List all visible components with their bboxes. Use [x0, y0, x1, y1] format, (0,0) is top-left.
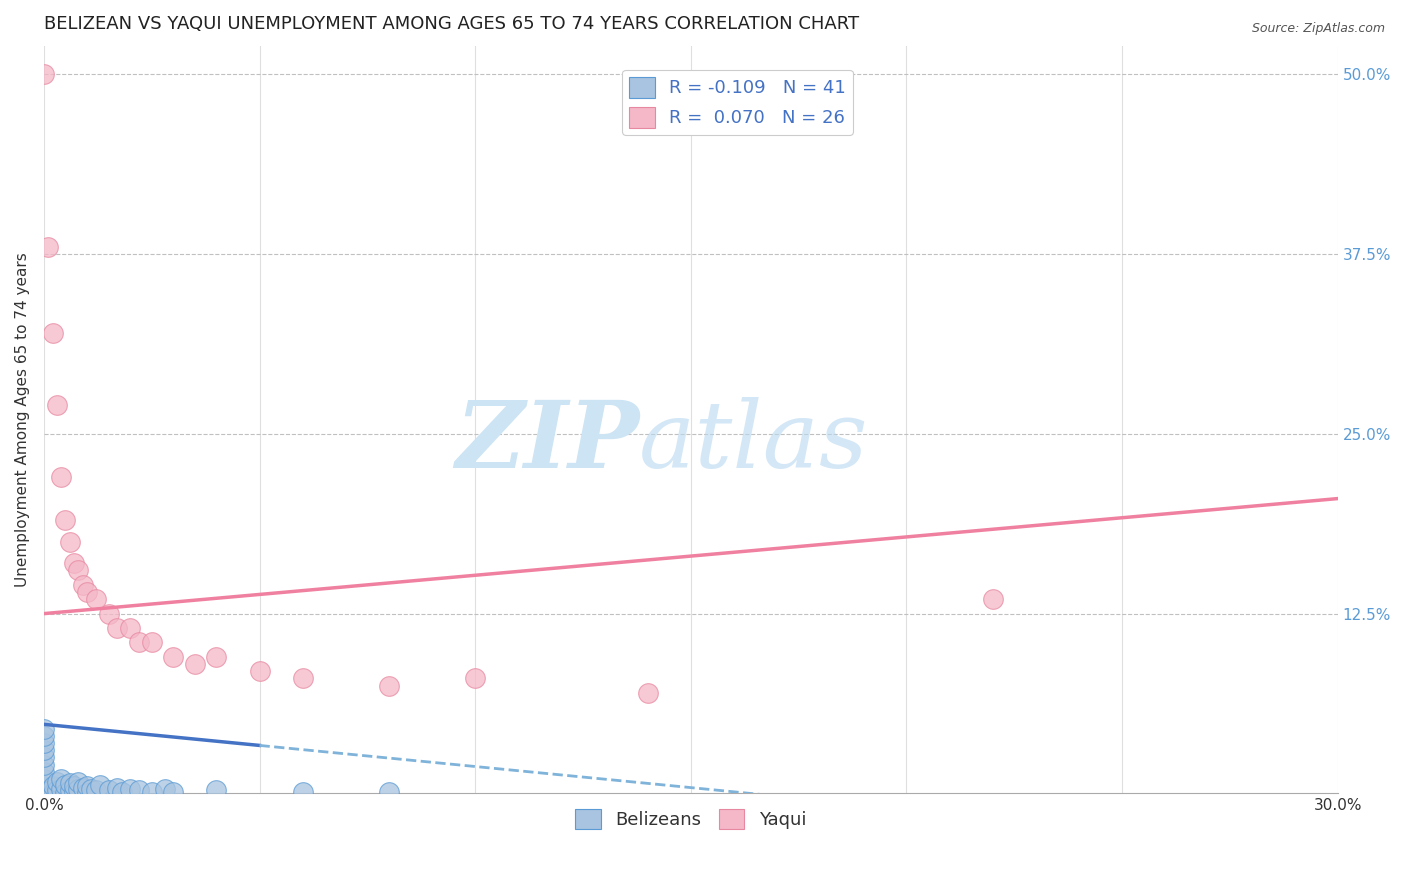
Point [32, 750, 55, 764]
Point [32, 67, 55, 81]
Point [32, 786, 55, 800]
Point [291, 785, 314, 799]
Point [84, 592, 107, 607]
Point [76, 779, 98, 793]
Point [32, 729, 55, 743]
Point [45, 398, 67, 412]
Point [205, 783, 228, 797]
Point [45, 783, 67, 797]
Point [637, 686, 659, 700]
Point [128, 783, 150, 797]
Point [49, 782, 72, 797]
Point [80, 782, 103, 797]
Point [41, 779, 63, 793]
Point [464, 671, 486, 685]
Point [59, 783, 82, 797]
Point [76, 786, 98, 800]
Point [32, 757, 55, 772]
Point [97, 783, 120, 797]
Point [37, 240, 59, 254]
Point [110, 785, 132, 799]
Point [32, 779, 55, 793]
Point [72, 578, 94, 592]
Point [97, 607, 120, 621]
Point [55, 786, 77, 800]
Point [32, 736, 55, 750]
Point [49, 470, 72, 484]
Text: Source: ZipAtlas.com: Source: ZipAtlas.com [1251, 22, 1385, 36]
Point [89, 778, 111, 792]
Point [32, 722, 55, 736]
Point [981, 592, 1004, 607]
Point [67, 775, 90, 789]
Point [41, 326, 63, 341]
Point [32, 743, 55, 757]
Point [55, 778, 77, 792]
Point [59, 776, 82, 790]
Point [63, 556, 86, 570]
Point [291, 671, 314, 685]
Point [49, 772, 72, 786]
Point [59, 534, 82, 549]
Point [105, 780, 128, 795]
Text: atlas: atlas [638, 397, 869, 487]
Point [184, 657, 207, 671]
Point [162, 649, 184, 664]
Legend: Belizeans, Yaqui: Belizeans, Yaqui [568, 801, 814, 837]
Point [84, 783, 107, 797]
Point [67, 564, 90, 578]
Point [45, 775, 67, 789]
Y-axis label: Unemployment Among Ages 65 to 74 years: Unemployment Among Ages 65 to 74 years [15, 252, 30, 587]
Point [128, 635, 150, 649]
Point [41, 786, 63, 800]
Point [67, 782, 90, 797]
Point [120, 782, 142, 797]
Point [55, 513, 77, 527]
Point [153, 782, 176, 797]
Point [76, 585, 98, 599]
Point [205, 649, 228, 664]
Point [162, 785, 184, 799]
Text: ZIP: ZIP [454, 397, 638, 487]
Point [378, 679, 401, 693]
Point [378, 785, 401, 799]
Point [63, 779, 86, 793]
Point [141, 635, 163, 649]
Point [120, 621, 142, 635]
Point [32, 772, 55, 786]
Point [63, 785, 86, 799]
Point [32, 764, 55, 779]
Point [105, 621, 128, 635]
Text: BELIZEAN VS YAQUI UNEMPLOYMENT AMONG AGES 65 TO 74 YEARS CORRELATION CHART: BELIZEAN VS YAQUI UNEMPLOYMENT AMONG AGE… [44, 15, 859, 33]
Point [249, 664, 271, 678]
Point [141, 785, 163, 799]
Point [72, 780, 94, 795]
